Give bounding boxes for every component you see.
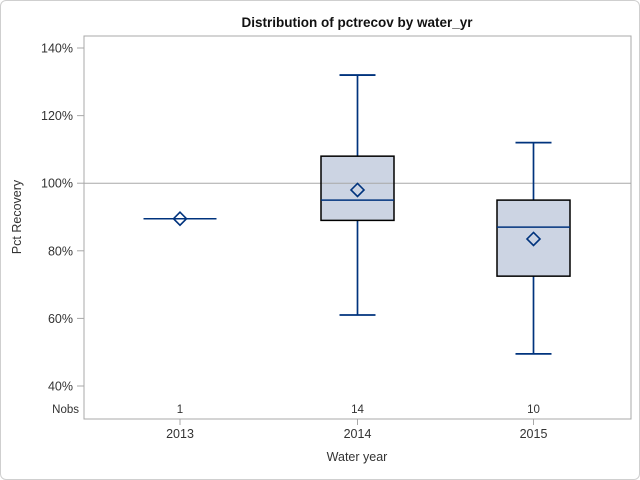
box-outline-2015 bbox=[496, 199, 571, 277]
nobs-value: 10 bbox=[527, 404, 540, 416]
y-axis-title: Pct Recovery bbox=[10, 179, 24, 254]
mean-diamond-2015 bbox=[525, 231, 542, 247]
box-fill-2014 bbox=[321, 156, 394, 221]
nobs-value: 1 bbox=[177, 404, 183, 416]
y-tick-label: 40% bbox=[48, 380, 73, 394]
mean-diamond-2013 bbox=[172, 211, 188, 227]
mean-diamond-2014 bbox=[349, 182, 366, 198]
x-tick-label: 2015 bbox=[520, 427, 548, 441]
plot-area: 140% 120% 100% 80% 60% 40% 2013 1 2014 14 2015 10 bbox=[41, 35, 632, 441]
y-tick-label: 60% bbox=[48, 312, 73, 326]
chart-title: Distribution of pctrecov by water_yr bbox=[241, 15, 473, 30]
y-tick-label: 140% bbox=[41, 42, 73, 56]
box-outline-2014 bbox=[320, 155, 395, 222]
y-tick-label: 100% bbox=[41, 177, 73, 191]
x-axis-title: Water year bbox=[327, 450, 388, 464]
y-tick-label: 80% bbox=[48, 244, 73, 258]
x-tick-label: 2014 bbox=[344, 427, 372, 441]
box-fill-2015 bbox=[497, 200, 570, 277]
nobs-row-label: Nobs bbox=[52, 404, 79, 416]
nobs-value: 14 bbox=[351, 404, 364, 416]
y-tick-label: 120% bbox=[41, 109, 73, 123]
x-tick-label: 2013 bbox=[166, 427, 194, 441]
